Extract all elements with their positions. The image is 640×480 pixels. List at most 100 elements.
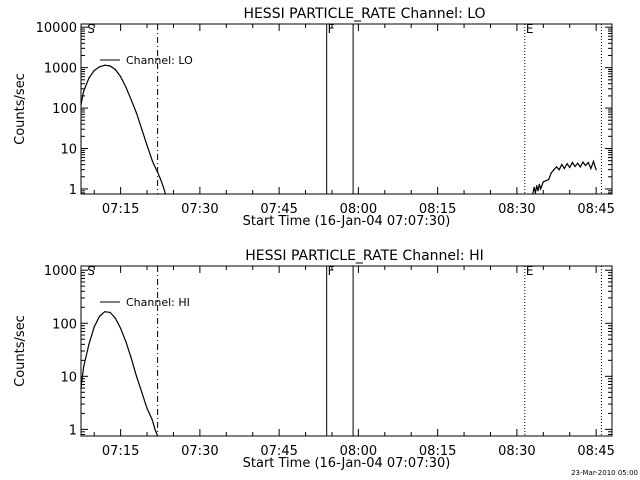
chart1-data-point (154, 166, 156, 168)
chart2-data-point (114, 317, 116, 319)
chart1-x-tick-label: 08:00 (340, 202, 377, 217)
chart2-x-axis-label: Start Time (16-Jan-04 07:07:30) (243, 456, 451, 471)
chart1-legend-label: Channel: LO (126, 54, 193, 67)
chart1-marker-label: S (87, 22, 95, 36)
chart1-data-point (93, 69, 95, 72)
chart1-data-point (532, 193, 534, 195)
chart1-data-point (537, 190, 539, 192)
chart1-data-point (135, 112, 138, 114)
chart2-data-point (157, 435, 159, 437)
chart1-data-point (550, 172, 552, 174)
chart1-x-tick-label: 07:30 (181, 202, 218, 217)
chart1-data-point (141, 128, 143, 130)
chart1-data-point (164, 193, 167, 195)
chart2-x-tick-label: 08:30 (498, 444, 535, 459)
chart1-y-tick-label: 1 (69, 183, 77, 198)
chart2-marker-label: F (328, 264, 335, 278)
chart1-data-point (80, 104, 82, 106)
chart1-y-tick-label: 10000 (36, 21, 77, 36)
chart1-data-point (533, 186, 535, 188)
chart1-data-point (146, 144, 148, 146)
chart2-y-tick-label: 1 (69, 423, 77, 438)
chart2-plot-frame (80, 265, 613, 437)
chart1-data-point (125, 86, 127, 88)
chart2-data-point (154, 428, 156, 430)
chart1-data-point (536, 185, 538, 187)
chart1-data-point (553, 169, 555, 171)
chart1-data-point (561, 164, 563, 166)
chart1-x-tick-label: 08:45 (577, 202, 614, 217)
chart2-x-tick-label: 08:45 (577, 444, 614, 459)
chart2-marker-label: E (526, 264, 534, 278)
chart2-data-point (135, 375, 138, 377)
chart1-data-point (104, 64, 106, 66)
chart2-data-point (141, 391, 143, 393)
chart2-data-point (98, 315, 101, 317)
chart2-data-point (93, 326, 95, 328)
chart2-data-point (109, 311, 111, 313)
chart2-x-tick-label: 08:00 (340, 444, 377, 459)
chart1-title: HESSI PARTICLE_RATE Channel: LO (243, 6, 485, 22)
chart2-data-point (125, 341, 127, 343)
chart2-data-point (146, 407, 148, 409)
chart2-y-tick-label: 100 (52, 317, 77, 332)
chart1-data-point (534, 192, 537, 194)
chart2-x-tick-label: 07:30 (181, 444, 218, 459)
chart1-data-point (555, 166, 558, 168)
chart1-data-point (162, 185, 164, 187)
chart2-data-point (130, 357, 132, 359)
chart1-data-point (574, 165, 576, 168)
chart1-data-point (159, 178, 161, 180)
chart1-data-point (88, 77, 90, 79)
chart1-data-point (114, 68, 116, 71)
chart1-data-point (582, 161, 584, 163)
chart1-data-point (120, 76, 122, 78)
chart1-data-point (579, 166, 581, 168)
chart2-x-tick-label: 07:45 (260, 444, 297, 459)
chart1-data-point (542, 181, 544, 183)
chart2-data-point (120, 327, 122, 329)
chart1-data-point (538, 183, 541, 185)
chart1-data-point (585, 164, 587, 167)
chart1-plot-frame (80, 23, 613, 195)
chart2-y-axis-label: Counts/sec (13, 315, 28, 387)
chart1-data-point (590, 167, 592, 170)
chart1-data-point (151, 160, 153, 162)
chart1-x-tick-label: 07:15 (102, 202, 139, 217)
chart2-legend-label: Channel: HI (126, 296, 190, 309)
chart1-data-point (595, 169, 597, 171)
chart1-data-point (571, 161, 574, 164)
chart1-data-point (558, 169, 560, 171)
chart1-x-axis-label: Start Time (16-Jan-04 07:07:30) (243, 214, 451, 229)
chart1-x-tick-label: 08:15 (419, 202, 456, 217)
chart2-data-point (88, 343, 90, 345)
chart2-y-tick-label: 1000 (44, 264, 77, 279)
chart1-data-point (566, 163, 568, 165)
chart2-data-point (80, 387, 82, 389)
chart1-y-tick-label: 1000 (44, 62, 77, 77)
chart1-data-point (592, 160, 595, 162)
chart1-data-point (83, 90, 85, 92)
chart2-x-tick-label: 08:15 (419, 444, 456, 459)
chart1-data-point (563, 167, 566, 170)
chart2-data-point (151, 419, 153, 421)
chart1-data-point (540, 188, 542, 190)
chart1-data-point (545, 180, 547, 182)
chart1-x-tick-label: 07:45 (260, 202, 297, 217)
chart1-data-point (587, 161, 589, 164)
chart2-data-point (83, 366, 85, 368)
chart2-data-point (104, 311, 106, 313)
chart1-marker-label: E (526, 22, 534, 36)
footer-timestamp: 23-Mar-2010 05:00 (571, 469, 638, 477)
chart1-data-point (130, 99, 132, 101)
chart2-marker-label: S (87, 264, 95, 278)
chart1-data-point (569, 166, 571, 169)
chart1-marker-label: F (328, 22, 335, 36)
chart2-y-tick-label: 10 (60, 370, 77, 385)
chart2-series-line (80, 311, 159, 437)
chart1-y-tick-label: 10 (60, 143, 77, 158)
chart1-x-tick-label: 08:30 (498, 202, 535, 217)
chart1-y-axis-label: Counts/sec (13, 73, 28, 145)
chart2-title: HESSI PARTICLE_RATE Channel: HI (245, 248, 483, 264)
chart1-data-point (577, 162, 579, 164)
